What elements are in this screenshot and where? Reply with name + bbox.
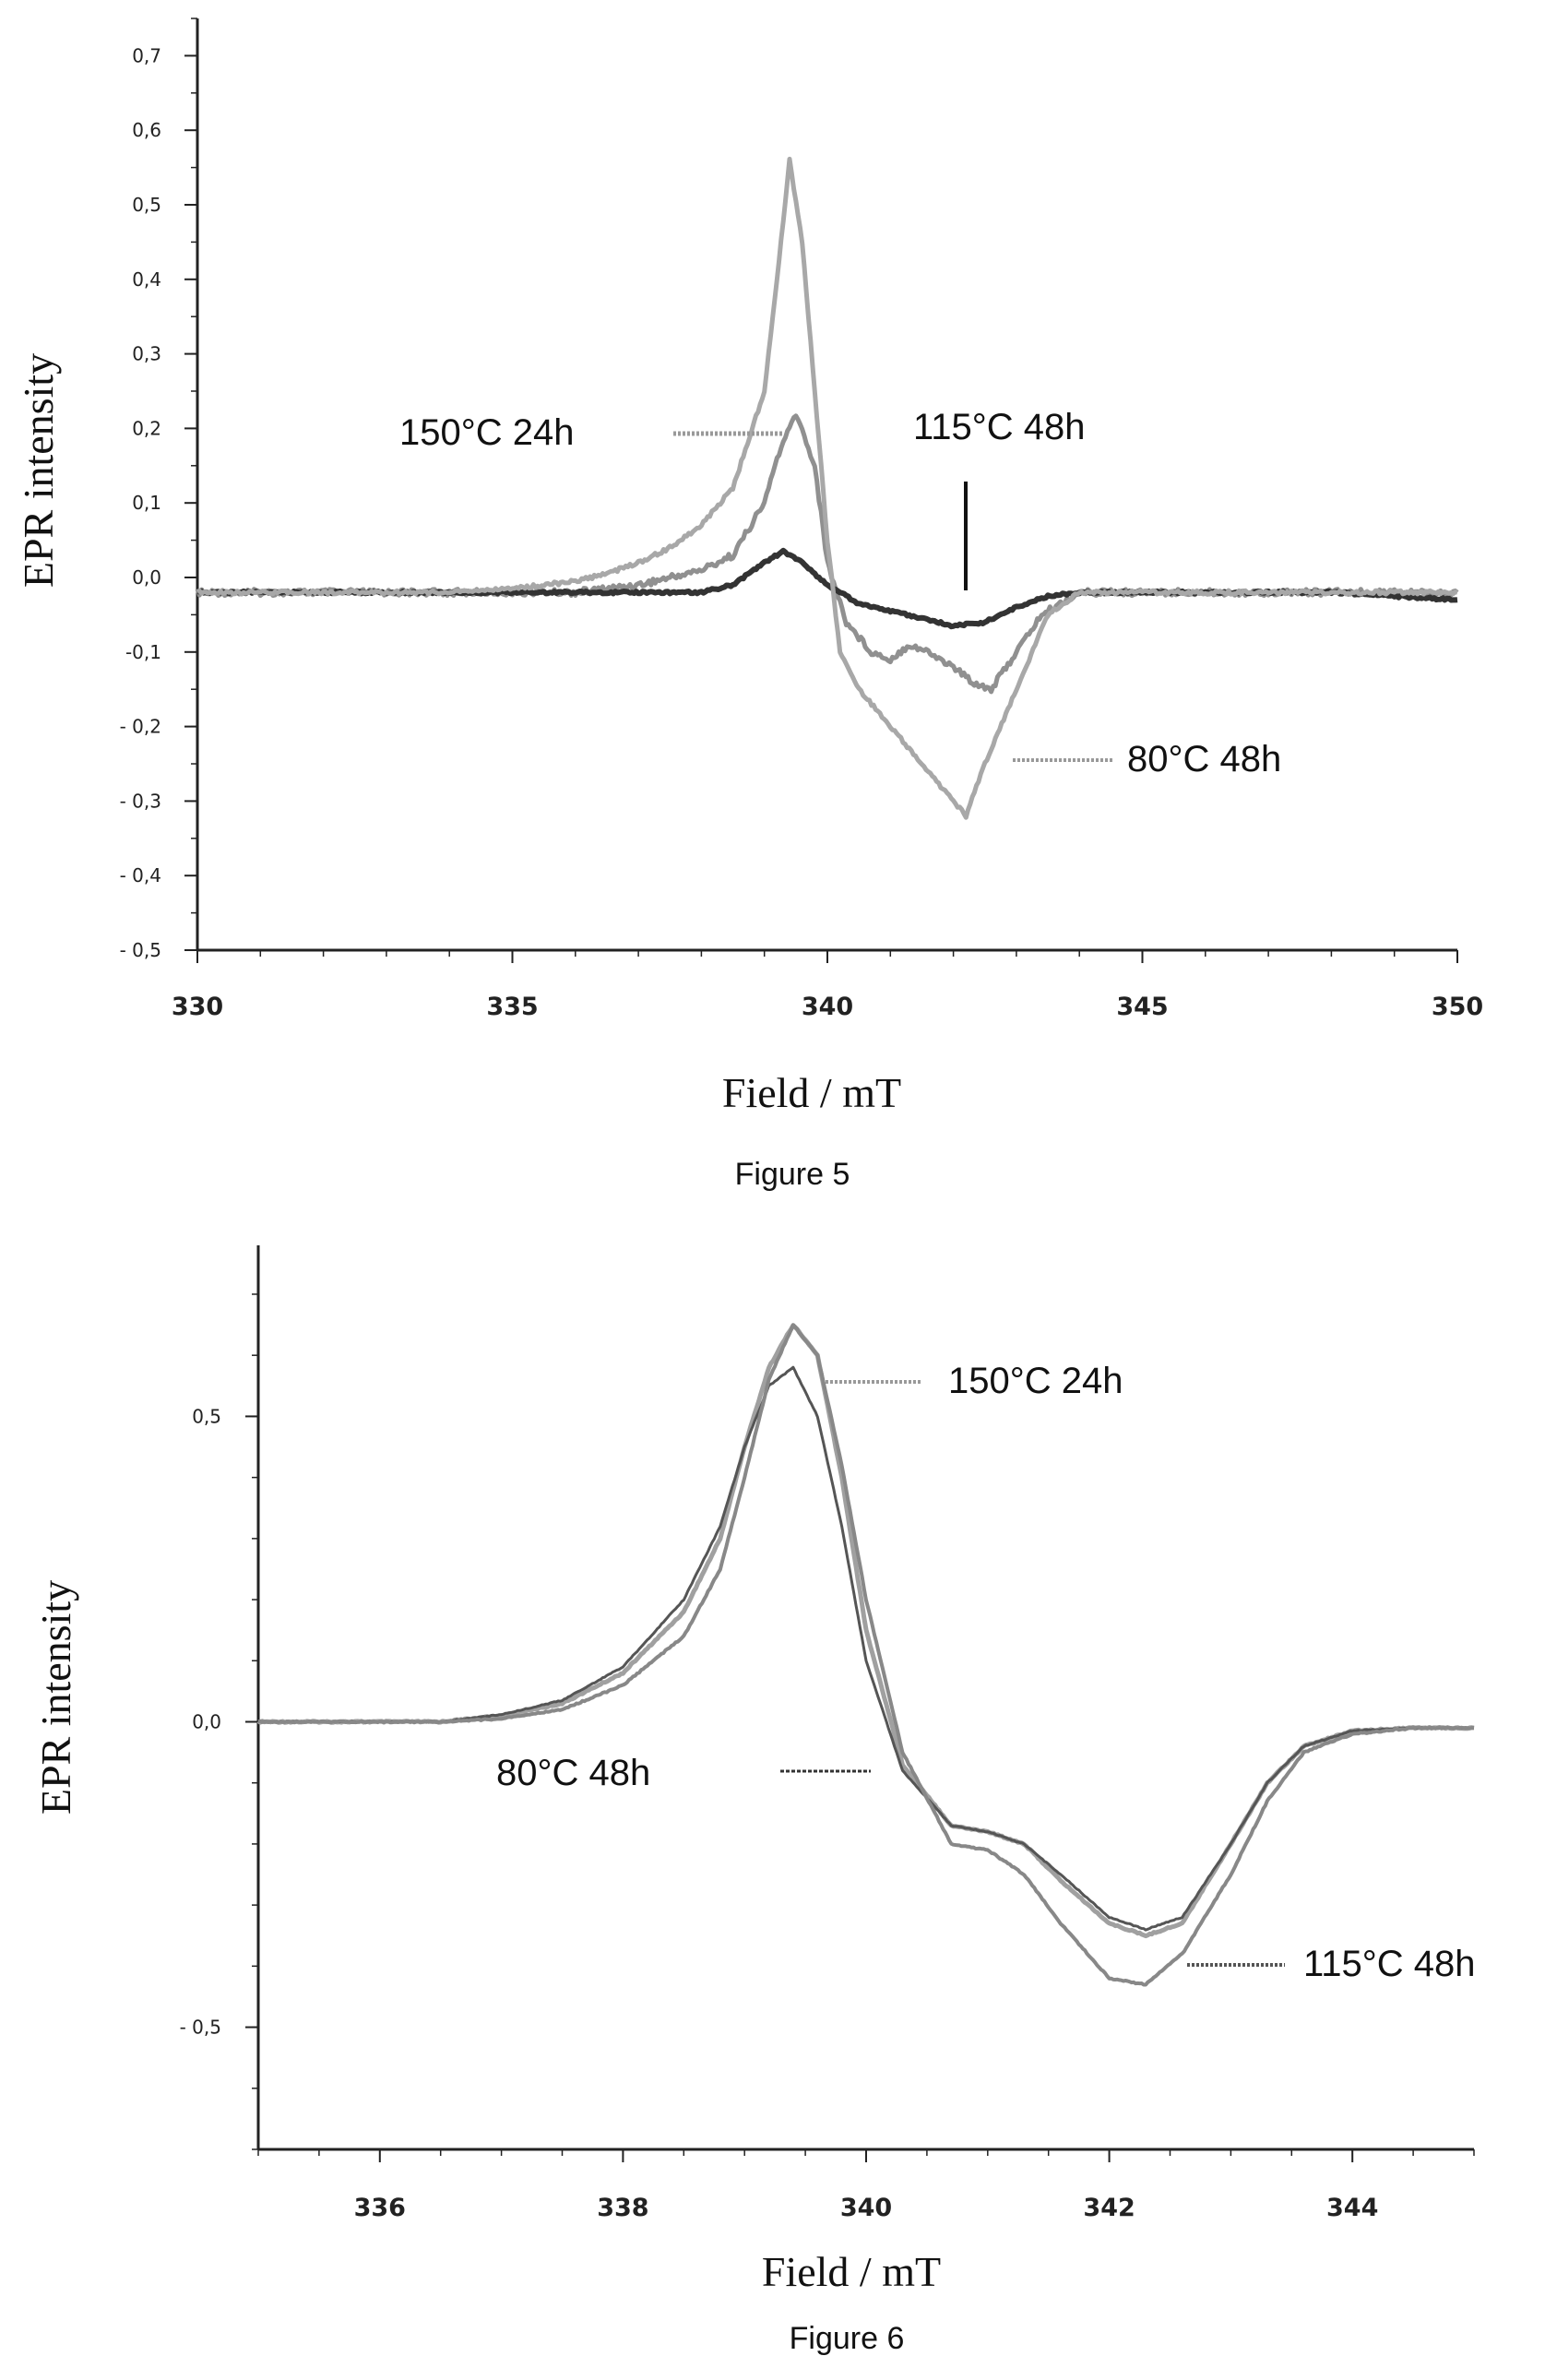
fig5-x-tick-label: 330 — [172, 993, 223, 1021]
fig6-series-group — [256, 1323, 1475, 1987]
fig6-annotation-115c: 115°C 48h — [1303, 1944, 1476, 1984]
fig5-x-tick-label: 340 — [802, 993, 853, 1021]
fig5-y-tick-label: - 0,5 — [120, 939, 161, 961]
figure-6: 0,5 0,0 - 0,5 336 338 340 342 344 EPR intensit… — [32, 1245, 1476, 2356]
fig5-annotation-115c: 115°C 48h — [913, 407, 1086, 447]
fig6-x-ticks: 336 338 340 342 344 — [257, 2149, 1475, 2222]
fig6-series-line-0 — [256, 1323, 1475, 1939]
fig6-caption: Figure 6 — [790, 2321, 905, 2356]
fig6-x-tick-label: 344 — [1326, 2194, 1378, 2222]
fig5-x-tick-label: 350 — [1432, 993, 1483, 1021]
fig5-x-axis-title: Field / mT — [722, 1069, 901, 1116]
fig5-y-tick-label: 0,1 — [132, 492, 161, 514]
fig5-x-tick-label: 335 — [486, 993, 538, 1021]
fig5-y-tick-label: - 0,2 — [120, 716, 161, 738]
fig5-y-tick-label: 0,7 — [132, 44, 161, 66]
figure-5: 0,7 0,6 0,5 0,4 0,3 0,2 0,1 0,0 -0,1 - 0,2 - 0,3 - … — [15, 18, 1483, 1192]
fig5-x-ticks: 330 335 340 345 350 — [172, 950, 1483, 1021]
fig6-annotation-150c: 150°C 24h — [948, 1361, 1123, 1401]
fig5-y-tick-label: 0,0 — [132, 566, 161, 589]
fig6-x-tick-label: 342 — [1083, 2194, 1135, 2222]
fig5-y-tick-label: 0,3 — [132, 343, 161, 365]
fig5-annotation-80c: 80°C 48h — [1127, 739, 1281, 779]
fig5-y-tick-label: 0,6 — [132, 119, 161, 141]
fig5-annotation-150c: 150°C 24h — [399, 412, 574, 453]
fig6-series-line-2 — [257, 1323, 1475, 1987]
fig5-x-tick-label: 345 — [1116, 993, 1168, 1021]
fig5-y-tick-label: 0,4 — [132, 268, 161, 291]
fig5-series-group — [195, 156, 1459, 820]
fig6-annotation-80c: 80°C 48h — [496, 1753, 650, 1793]
fig6-x-tick-label: 340 — [840, 2194, 892, 2222]
fig6-y-tick-label: 0,0 — [192, 1710, 221, 1732]
fig6-y-tick-label: 0,5 — [192, 1405, 221, 1427]
fig6-x-tick-label: 338 — [597, 2194, 648, 2222]
fig6-y-ticks: 0,5 0,0 - 0,5 — [180, 1293, 258, 2150]
fig5-y-axis-title: EPR intensity — [15, 353, 62, 588]
fig5-y-tick-label: 0,2 — [132, 417, 161, 439]
fig5-y-ticks: 0,7 0,6 0,5 0,4 0,3 0,2 0,1 0,0 -0,1 - 0,2 - 0,3 - … — [120, 18, 197, 961]
fig5-y-tick-label: 0,5 — [132, 194, 161, 216]
fig5-y-tick-label: - 0,3 — [120, 790, 161, 812]
fig6-x-tick-label: 336 — [354, 2194, 406, 2222]
fig5-y-tick-label: -0,1 — [125, 641, 161, 663]
fig6-y-axis-title: EPR intensity — [32, 1580, 79, 1815]
fig5-caption: Figure 5 — [735, 1157, 850, 1192]
fig6-y-tick-label: - 0,5 — [180, 2017, 221, 2039]
fig5-series-line-2 — [196, 156, 1458, 820]
fig5-y-tick-label: - 0,4 — [120, 864, 161, 887]
fig6-series-line-1 — [257, 1365, 1475, 1932]
fig6-x-axis-title: Field / mT — [762, 2248, 941, 2295]
